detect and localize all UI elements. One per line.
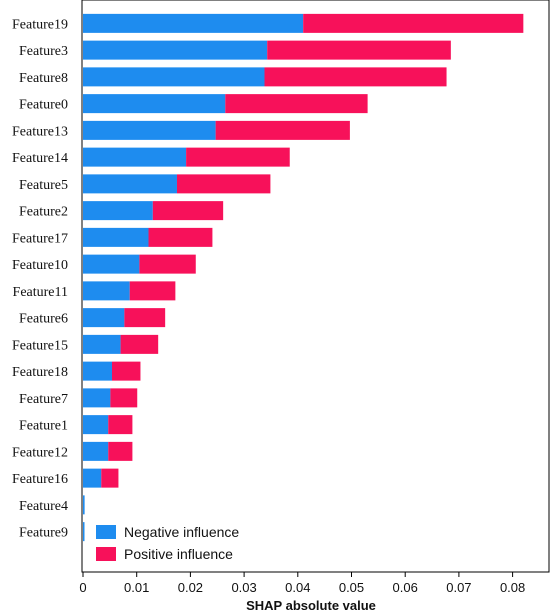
bar-positive-influence <box>124 308 166 328</box>
bar-positive-influence <box>186 147 290 167</box>
bar-positive-influence <box>148 227 213 247</box>
legend-label-positive: Positive influence <box>124 546 233 562</box>
category-label: Feature19 <box>12 17 68 32</box>
category-label: Feature5 <box>19 178 68 193</box>
bar-negative-influence <box>83 40 268 60</box>
category-label: Feature18 <box>12 365 68 380</box>
bar-positive-influence <box>152 201 224 221</box>
bar-positive-influence <box>129 281 176 301</box>
bar-positive-influence <box>110 388 138 408</box>
category-label: Feature7 <box>19 392 68 407</box>
x-tick-label: 0.02 <box>178 580 203 595</box>
bar-negative-influence <box>83 147 187 167</box>
category-labels: Feature19 Feature3 Feature8 Feature0 Feature… <box>12 17 68 540</box>
category-label: Feature12 <box>12 445 68 460</box>
category-label: Feature14 <box>12 151 68 166</box>
bar-negative-influence <box>83 334 121 354</box>
bar-negative-influence <box>83 415 109 435</box>
bar-positive-influence <box>215 120 350 140</box>
bar-positive-influence <box>108 441 133 461</box>
category-label: Feature6 <box>19 312 68 327</box>
category-label: Feature2 <box>19 205 68 220</box>
category-label: Feature4 <box>19 499 68 514</box>
bar-negative-influence <box>83 13 304 33</box>
category-label: Feature10 <box>12 258 68 273</box>
x-tick-label: 0.06 <box>393 580 418 595</box>
category-label: Feature9 <box>19 526 68 541</box>
bar-positive-influence <box>176 174 271 194</box>
bar-negative-influence <box>83 441 109 461</box>
legend-swatch-negative <box>96 525 116 539</box>
bar-negative-influence <box>83 388 111 408</box>
bar-negative-influence <box>83 94 226 114</box>
x-tick-label: 0 <box>79 580 86 595</box>
bar-negative-influence <box>83 120 216 140</box>
bar-positive-influence <box>267 40 451 60</box>
category-label: Feature16 <box>12 472 68 487</box>
category-label: Feature8 <box>19 71 68 86</box>
category-label: Feature13 <box>12 124 68 139</box>
x-tick-label: 0.03 <box>231 580 256 595</box>
bar-negative-influence <box>83 254 140 274</box>
x-tick-label: 0.08 <box>500 580 525 595</box>
bar-negative-influence <box>83 67 265 87</box>
bar-negative-influence <box>83 227 149 247</box>
category-label: Feature0 <box>19 98 68 113</box>
category-label: Feature11 <box>13 285 68 300</box>
bar-positive-influence <box>139 254 196 274</box>
category-label: Feature1 <box>19 419 68 434</box>
bar-negative-influence <box>83 308 125 328</box>
legend-swatch-positive <box>96 547 116 561</box>
bar-positive-influence <box>264 67 447 87</box>
bar-positive-influence <box>120 334 159 354</box>
category-label: Feature17 <box>12 231 68 246</box>
x-tick-label: 0.01 <box>124 580 149 595</box>
x-tick-label: 0.05 <box>339 580 364 595</box>
x-axis-title: SHAP absolute value <box>246 598 376 613</box>
x-axis: 0 0.01 0.02 0.03 0.04 0.05 0.06 0.07 0.08 <box>79 572 525 595</box>
x-tick-label: 0.07 <box>446 580 471 595</box>
legend: Negative influence Positive influence <box>96 524 239 562</box>
category-label: Feature3 <box>19 44 68 59</box>
x-tick-label: 0.04 <box>285 580 310 595</box>
bar-negative-influence <box>83 361 112 381</box>
bar-negative-influence <box>83 468 102 488</box>
legend-label-negative: Negative influence <box>124 524 239 540</box>
bar-positive-influence <box>225 94 368 114</box>
bars <box>83 13 524 542</box>
bar-negative-influence <box>83 174 177 194</box>
bar-positive-influence <box>101 468 119 488</box>
bar-negative-influence <box>83 495 85 515</box>
bar-negative-influence <box>83 522 85 542</box>
bar-positive-influence <box>111 361 141 381</box>
bar-negative-influence <box>83 201 153 221</box>
bar-positive-influence <box>108 415 133 435</box>
plot-frame <box>81 0 550 573</box>
bar-positive-influence <box>303 13 524 33</box>
bar-negative-influence <box>83 281 130 301</box>
category-label: Feature15 <box>12 338 68 353</box>
